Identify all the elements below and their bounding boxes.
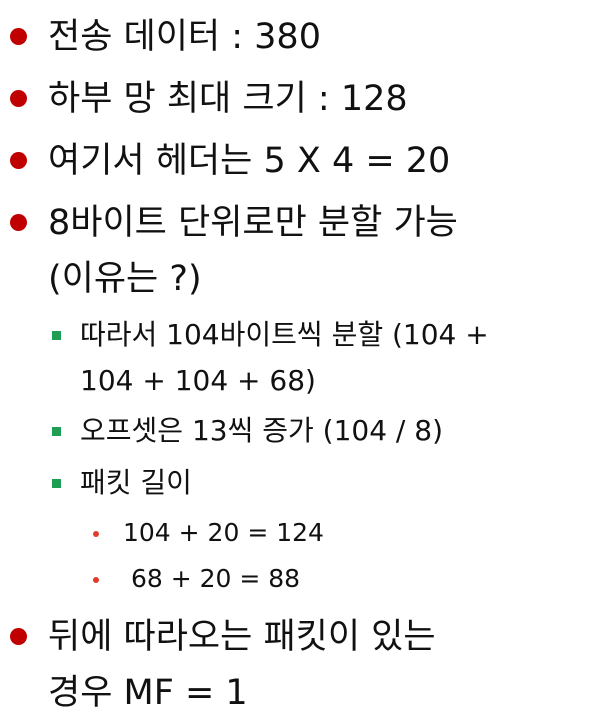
bullet-text-line2: (이유는 ?) [48,259,202,299]
subbullet-offset: 오프셋은 13씩 증가 (104 / 8) [52,408,582,454]
bullet-text-line2: 경우 MF = 1 [48,673,248,713]
subbullet-text: 오프셋은 13씩 증가 (104 / 8) [80,414,443,447]
subbullet-text-line1: 따라서 104바이트씩 분할 (104 + [80,318,489,351]
red-dot-bullet-icon [10,28,27,45]
subbullet-split-104: 따라서 104바이트씩 분할 (104 + 104 + 104 + 68) [52,312,582,404]
red-dot-bullet-icon [10,628,27,645]
red-dot-small-bullet-icon [93,577,99,583]
bullet-text: 전송 데이터 : 380 [48,17,321,57]
bullet-header-size: 여기서 헤더는 5 X 4 = 20 [10,130,580,192]
bullet-transmit-data: 전송 데이터 : 380 [10,6,580,68]
bullet-text: 하부 망 최대 크기 : 128 [48,79,408,119]
subsubbullet-124: 104 + 20 = 124 [93,509,573,557]
green-square-bullet-icon [52,331,61,340]
bullet-subnet-max-size: 하부 망 최대 크기 : 128 [10,68,580,130]
bullet-text-line1: 뒤에 따라오는 패킷이 있는 [48,617,436,657]
red-dot-small-bullet-icon [93,531,99,537]
subsubbullet-88: 68 + 20 = 88 [93,555,573,603]
subbullet-text: 패킷 길이 [80,466,192,499]
subbullet-text-line2: 104 + 104 + 68) [80,364,316,397]
green-square-bullet-icon [52,479,61,488]
red-dot-bullet-icon [10,152,27,169]
bullet-text-line1: 8바이트 단위로만 분할 가능 [48,203,458,243]
subsubbullet-text: 68 + 20 = 88 [123,564,301,593]
green-square-bullet-icon [52,427,61,436]
red-dot-bullet-icon [10,90,27,107]
bullet-more-fragments: 뒤에 따라오는 패킷이 있는 경우 MF = 1 [10,606,580,718]
red-dot-bullet-icon [10,214,27,231]
subsubbullet-text: 104 + 20 = 124 [123,518,324,547]
bullet-8byte-unit: 8바이트 단위로만 분할 가능 (이유는 ?) [10,192,580,304]
subbullet-packet-length: 패킷 길이 [52,460,582,506]
bullet-text: 여기서 헤더는 5 X 4 = 20 [48,141,451,181]
